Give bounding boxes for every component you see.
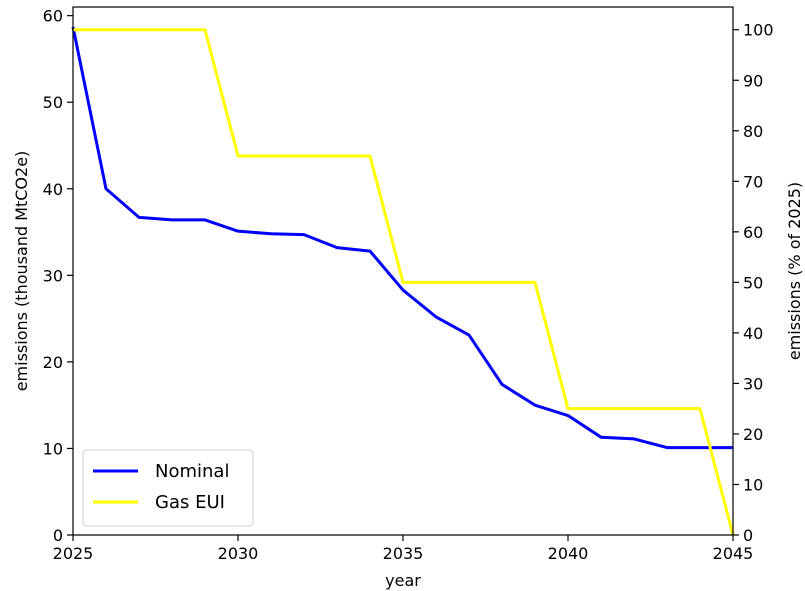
legend: Nominal Gas EUI <box>82 449 254 527</box>
y-right-tick-label: 0 <box>743 526 753 545</box>
y-left-tick-label: 50 <box>43 93 63 112</box>
series-layer <box>71 26 735 536</box>
y-right-tick-label: 70 <box>743 172 763 191</box>
y-left-tick-label: 10 <box>43 439 63 458</box>
y-right-tick-label: 50 <box>743 273 763 292</box>
y-right-tick-label: 100 <box>743 21 774 40</box>
x-tick-label: 2035 <box>383 544 424 563</box>
y-left-tick-label: 40 <box>43 180 63 199</box>
y-right-tick-label: 90 <box>743 71 763 90</box>
series-line-nominal <box>71 26 733 450</box>
y-left-axis-label: emissions (thousand MtCO2e) <box>12 151 31 392</box>
x-tick-label: 2025 <box>53 544 94 563</box>
y-left-tick-label: 30 <box>43 266 63 285</box>
x-axis-ticks: 2025 2030 2035 2040 2045 <box>53 535 754 563</box>
y-right-tick-label: 30 <box>743 374 763 393</box>
x-axis-label: year <box>385 571 421 590</box>
legend-nominal-label: Nominal <box>155 461 229 482</box>
y-right-axis-ticks: 0 10 20 30 40 50 60 70 80 90 100 <box>733 21 774 545</box>
series-line-gas-eui <box>73 28 735 536</box>
y-left-tick-label: 60 <box>43 7 63 26</box>
legend-box <box>82 449 254 527</box>
y-right-tick-label: 80 <box>743 122 763 141</box>
y-right-tick-label: 20 <box>743 425 763 444</box>
y-right-tick-label: 10 <box>743 475 763 494</box>
y-right-axis-label: emissions (% of 2025) <box>785 182 804 360</box>
x-tick-label: 2045 <box>713 544 754 563</box>
x-tick-label: 2030 <box>218 544 259 563</box>
y-left-axis-ticks: 0 10 20 30 40 50 60 <box>43 7 73 545</box>
legend-gas-eui-label: Gas EUI <box>155 492 225 513</box>
y-right-tick-label: 60 <box>743 223 763 242</box>
y-left-tick-label: 20 <box>43 353 63 372</box>
y-right-tick-label: 40 <box>743 324 763 343</box>
y-left-tick-label: 0 <box>53 526 63 545</box>
x-tick-label: 2040 <box>548 544 589 563</box>
